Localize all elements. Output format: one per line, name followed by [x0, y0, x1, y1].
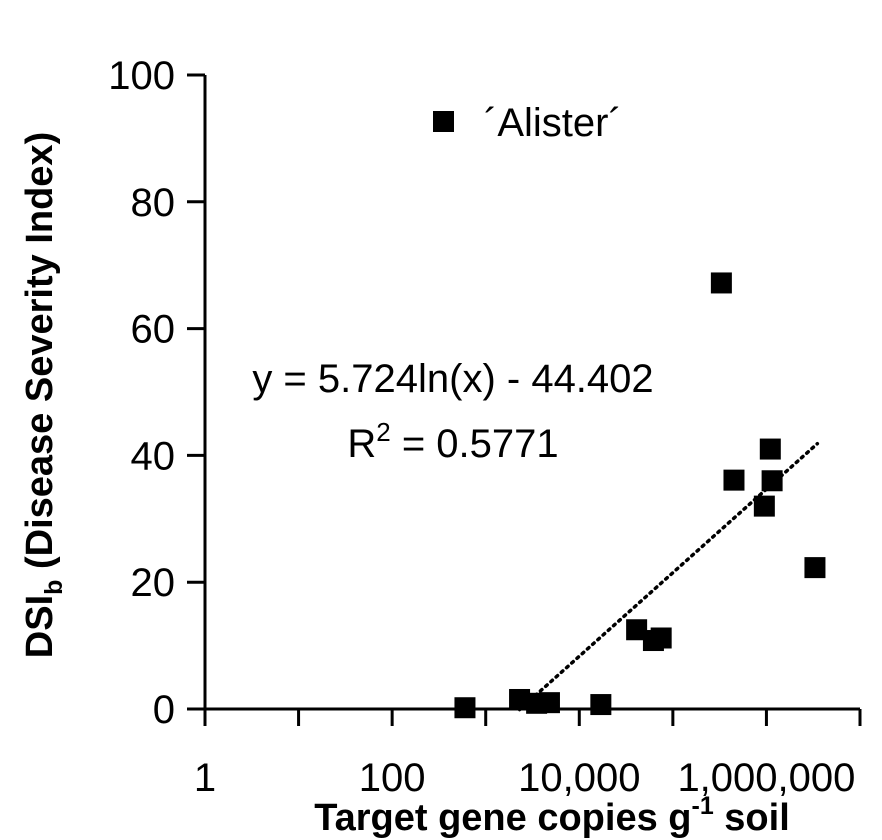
y-tick-label: 80	[131, 181, 176, 225]
x-tick-label: 10,000	[518, 756, 640, 800]
y-tick-label: 100	[108, 54, 175, 98]
legend: ´Alister´	[433, 101, 622, 145]
legend-marker	[433, 111, 454, 132]
r2-symbol: R	[347, 422, 376, 466]
data-point	[759, 438, 781, 460]
data-point	[538, 692, 560, 714]
r2-superscript: 2	[376, 417, 390, 447]
legend-label: ´Alister´	[484, 101, 622, 145]
y-axis-title: DSIb (Disease Severity Index)	[19, 132, 68, 658]
y-axis-title-subscript: b	[40, 580, 68, 595]
y-tick-label: 60	[131, 308, 176, 352]
x-axis-title: Target gene copies g-1 soil	[314, 792, 790, 839]
trendline-r-squared: R2 = 0.5771	[347, 417, 558, 466]
x-axis-title-tail: soil	[714, 797, 790, 839]
data-point	[509, 688, 531, 710]
y-tick-label: 20	[131, 561, 176, 605]
trendline-equation: y = 5.724ln(x) - 44.402	[252, 357, 653, 401]
x-axis-title-superscript: -1	[692, 792, 714, 820]
data-point	[804, 557, 826, 579]
x-tick-label: 100	[359, 756, 426, 800]
data-point	[626, 619, 648, 641]
data-point	[761, 470, 783, 492]
data-point	[710, 272, 732, 294]
x-tick-label: 1,000,000	[677, 756, 855, 800]
y-tick-label: 0	[153, 688, 175, 732]
r2-value: = 0.5771	[391, 422, 559, 466]
data-point	[454, 697, 476, 719]
y-axis-title-main: DSI	[19, 595, 61, 658]
data-point	[753, 495, 775, 517]
data-point	[723, 469, 745, 491]
y-axis-title-tail: (Disease Severity Index)	[19, 132, 61, 580]
x-tick-label: 1	[194, 756, 216, 800]
data-point	[590, 694, 612, 716]
data-point	[650, 627, 672, 649]
y-tick-label: 40	[131, 434, 176, 478]
x-axis-title-main: Target gene copies g	[314, 797, 691, 839]
